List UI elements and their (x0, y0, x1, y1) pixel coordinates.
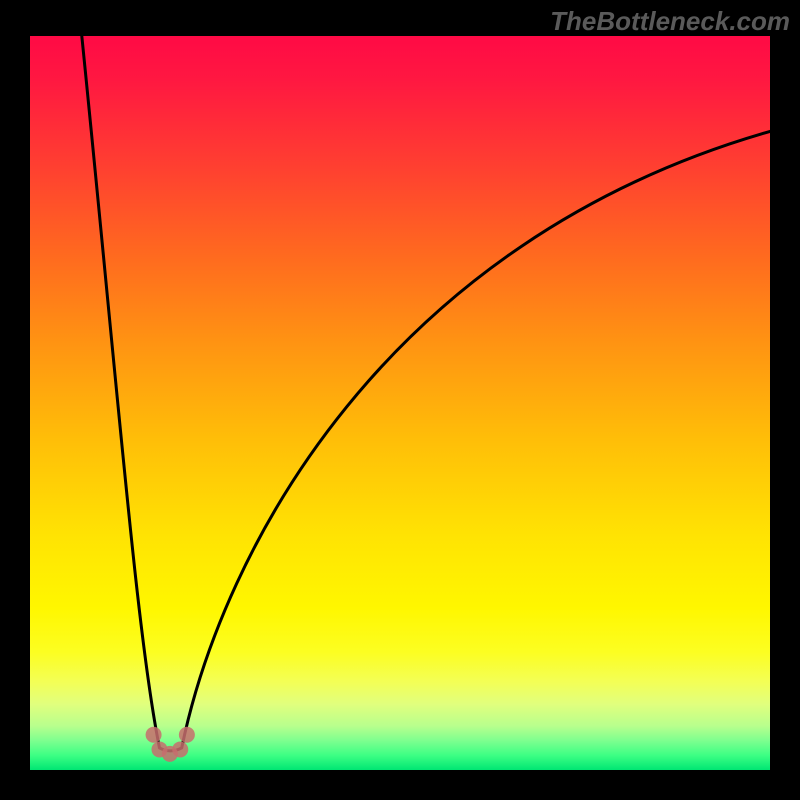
marker-point (146, 727, 162, 743)
watermark-text: TheBottleneck.com (550, 6, 790, 37)
gradient-background (30, 36, 770, 770)
marker-point (179, 727, 195, 743)
plot-area (30, 36, 770, 770)
plot-svg (30, 36, 770, 770)
marker-point (172, 741, 188, 757)
